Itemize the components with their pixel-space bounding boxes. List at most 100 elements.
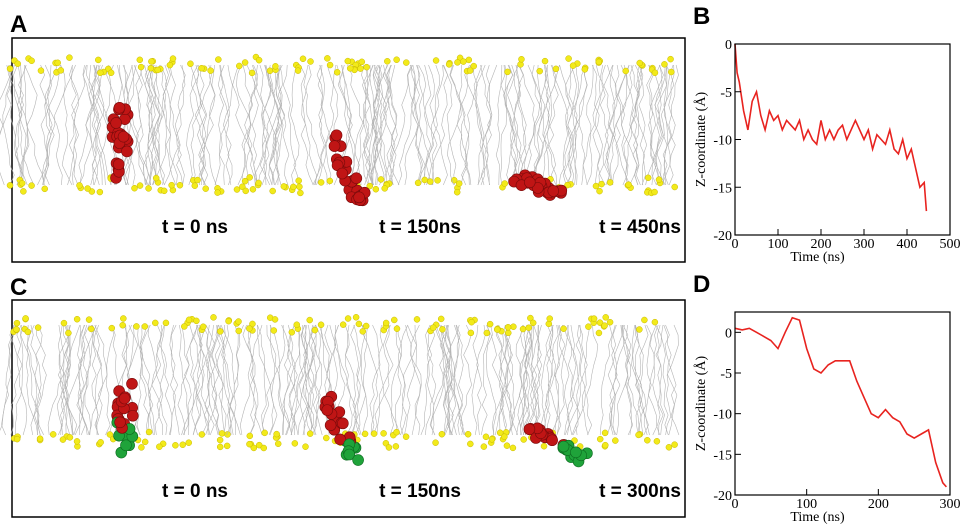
lipid-tail [201, 324, 212, 436]
head-group [326, 177, 334, 185]
head-group [602, 441, 609, 449]
y-tick-label: -5 [720, 86, 732, 101]
lipid-tail [376, 324, 394, 436]
peptide-atom [120, 439, 132, 452]
head-group [606, 318, 614, 326]
head-group [147, 64, 155, 72]
head-group [622, 67, 629, 75]
lipid-tail [345, 324, 361, 436]
y-tick-label: -5 [720, 367, 732, 382]
peptide-atom [343, 448, 356, 461]
lipid-tail [344, 324, 356, 436]
lipid-tail [208, 324, 219, 436]
head-group [269, 187, 276, 195]
head-group [198, 431, 206, 438]
x-tick-label: 200 [868, 497, 889, 512]
head-group [362, 322, 370, 330]
head-group [434, 177, 441, 184]
lipid-tail [656, 324, 665, 436]
head-group [641, 316, 648, 324]
head-group [529, 319, 537, 327]
lipid-tail [626, 324, 640, 436]
lipid-tail [239, 324, 263, 436]
lipid-tail [142, 64, 153, 186]
lipid-tail [174, 64, 186, 186]
lipid-tail [151, 64, 161, 186]
head-group [20, 188, 27, 195]
lipid-tail [313, 324, 323, 436]
lipid-tail [189, 324, 215, 436]
x-axis-label: Time (ns) [790, 250, 845, 265]
x-axis-label: Time (ns) [790, 510, 845, 525]
lipid-tail [154, 324, 163, 436]
head-group [439, 326, 446, 333]
head-group [592, 182, 600, 190]
peptide-atom [352, 454, 364, 466]
head-group [585, 323, 592, 330]
lipid-tail [282, 64, 297, 186]
head-group [546, 315, 553, 322]
lipid-tail [571, 324, 586, 436]
lipid-tail [299, 324, 313, 436]
head-group [366, 182, 374, 190]
lipid-tail [562, 64, 588, 186]
lipid-tail [347, 64, 372, 186]
peptide-atom [121, 145, 133, 158]
x-tick-label: 400 [897, 237, 918, 252]
lipid-tail [57, 324, 71, 436]
lipid-tail [591, 64, 606, 186]
head-group [352, 314, 360, 321]
membrane-snapshot [447, 54, 679, 201]
head-group [274, 440, 282, 447]
head-group [393, 428, 400, 436]
lipid-tail [181, 324, 192, 436]
head-group [141, 323, 149, 330]
lipid-tail [169, 64, 178, 186]
head-group [636, 59, 643, 67]
lipid-tail [554, 324, 563, 436]
lipid-tail [491, 324, 511, 436]
lipid-tail [94, 324, 108, 436]
panel-label: B [693, 3, 710, 30]
lipid-tail [504, 324, 514, 436]
head-group [361, 430, 369, 438]
lipid-tail [535, 64, 560, 186]
head-group [464, 430, 472, 438]
head-group [480, 443, 488, 450]
lipid-tail [661, 64, 679, 186]
peptide-atom [570, 446, 582, 459]
head-group [467, 440, 474, 448]
membrane-snapshot [232, 53, 472, 207]
lipid-tail [586, 64, 594, 186]
y-tick-label: 0 [725, 38, 732, 53]
lipid-tail [442, 324, 451, 436]
lipid-tail [439, 324, 453, 436]
head-group [466, 67, 474, 74]
head-group [296, 183, 303, 190]
lipid-tail [425, 324, 437, 436]
lipid-tail [634, 64, 648, 186]
lipid-tail [190, 64, 206, 186]
lipid-tail [460, 64, 472, 186]
head-group [76, 182, 83, 189]
lipid-tail [91, 324, 99, 436]
head-group [486, 320, 494, 328]
head-group [357, 65, 364, 72]
lipid-tail [445, 324, 461, 436]
lipid-tail [303, 64, 323, 186]
lipid-tail [608, 64, 628, 186]
head-group [565, 55, 572, 62]
head-group [107, 69, 115, 77]
head-group [541, 57, 549, 65]
lipid-tail [262, 324, 286, 436]
lipid-tail [39, 64, 63, 186]
lipid-tail [377, 64, 388, 186]
head-group [671, 441, 678, 448]
head-group [333, 69, 341, 76]
head-group [248, 69, 256, 77]
x-tick-label: 100 [796, 497, 817, 512]
lipid-tail [564, 324, 577, 436]
head-group [41, 185, 48, 193]
lipid-tail [665, 324, 680, 436]
head-group [194, 176, 201, 184]
